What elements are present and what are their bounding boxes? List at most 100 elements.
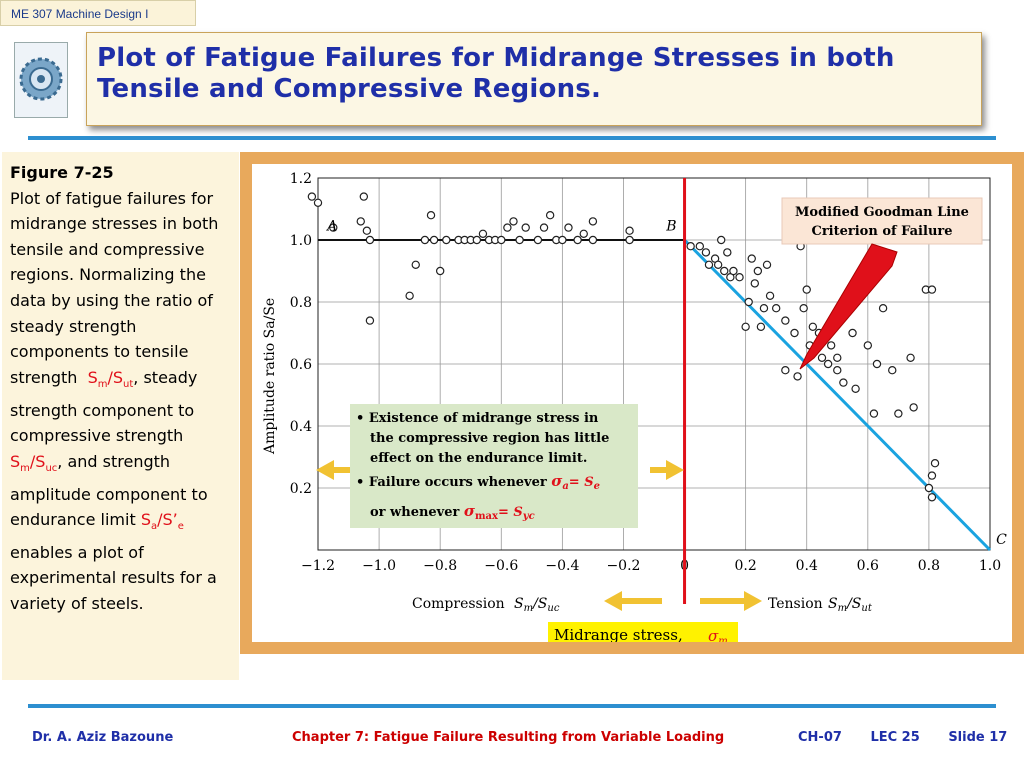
data-point (625, 235, 634, 245)
data-point (545, 211, 555, 220)
data-point (405, 291, 414, 300)
ticks-group: −1.2−1.0−0.8−0.6−0.4−0.200.20.40.60.81.0… (290, 171, 1001, 574)
midrange-label-box: Midrange stress, σm (548, 622, 738, 648)
data-point (356, 217, 365, 226)
x-tick-label: 1.0 (979, 558, 1001, 574)
data-point (713, 260, 723, 270)
y-tick-label: 0.4 (290, 419, 312, 435)
ratio-sa-se: Sa/S’e (140, 510, 184, 533)
data-point (429, 235, 439, 245)
data-point (704, 260, 714, 270)
note-bullet-1: • Existence of midrange stress in the co… (356, 411, 614, 466)
y-axis-label-text: Amplitude ratio Sa/Se (262, 298, 278, 455)
figure-canvas: −1.2−1.0−0.8−0.6−0.4−0.200.20.40.60.81.0… (252, 164, 1012, 648)
data-point (588, 217, 598, 226)
data-point (888, 365, 897, 375)
gear-logo-icon (14, 42, 68, 118)
data-point (359, 192, 369, 201)
x-tick-label: −0.8 (423, 558, 457, 574)
x-tick-label: −1.0 (362, 558, 396, 574)
y-tick-label: 0.6 (290, 357, 312, 373)
data-point (442, 235, 451, 245)
bottom-rule (28, 704, 996, 708)
data-point (533, 235, 543, 245)
data-point (362, 226, 372, 235)
data-point (497, 235, 506, 245)
x-tick-label: −0.6 (484, 558, 518, 574)
x-tick-label: 0.6 (857, 558, 879, 574)
data-point (826, 341, 836, 350)
data-point (411, 260, 420, 270)
midrange-label-text: Midrange stress, (554, 626, 683, 642)
data-point (781, 316, 790, 325)
data-point (802, 285, 811, 294)
data-point (863, 341, 873, 350)
midrange-arrows (316, 460, 762, 611)
data-point (817, 353, 827, 362)
caption-text-1: Plot of fatigue failures for midrange st… (10, 188, 219, 387)
footer-ch: CH-07 (798, 730, 842, 745)
data-point (503, 223, 512, 232)
ratio-sm-suc: Sm/Suc (10, 451, 58, 474)
data-point (762, 260, 772, 270)
data-point (509, 217, 518, 226)
footer-slide: Slide 17 (948, 730, 1008, 745)
data-point (579, 229, 588, 239)
data-point (729, 266, 738, 276)
y-tick-label: 0.2 (290, 481, 312, 497)
y-axis-label: Amplitude ratio Sa/Se (262, 298, 278, 455)
course-tag: ME 307 Machine Design I (0, 0, 196, 26)
axes-group (317, 177, 991, 551)
callout-arrow (799, 243, 898, 370)
title-line-2: Tensile and Compressive Regions. (97, 74, 602, 104)
data-point (781, 365, 790, 375)
plot-border (317, 177, 991, 551)
caption-text-3: , and strength amplitude component to en… (10, 451, 208, 530)
data-point (823, 359, 833, 369)
ratio-sm-sut: Sm/Sut (82, 367, 134, 390)
data-point (313, 198, 323, 208)
data-point (472, 235, 482, 245)
data-point (848, 328, 857, 338)
data-point (894, 409, 903, 418)
data-point (588, 235, 598, 245)
data-point (799, 303, 808, 313)
data-point (759, 303, 769, 313)
note-bullet-2: • Failure occurs whenever σa= Se (356, 472, 600, 492)
fatigue-chart: −1.2−1.0−0.8−0.6−0.4−0.200.20.40.60.81.0… (262, 171, 1007, 648)
data-point (723, 248, 732, 257)
data-point (833, 365, 842, 375)
data-point (869, 409, 879, 418)
data-point (808, 322, 818, 331)
point-label-b: B (665, 219, 676, 235)
caption-text-2: , steady strength component to compressi… (10, 367, 198, 446)
data-point (435, 266, 445, 276)
goodman-line (683, 238, 992, 552)
data-point (872, 359, 882, 369)
data-point (747, 254, 756, 263)
footer-chapter: Chapter 7: Fatigue Failure Resulting fro… (292, 730, 725, 745)
data-point (927, 493, 937, 502)
x-label-compression-ratio: Sm/Suc (514, 596, 560, 614)
data-point (735, 272, 744, 282)
data-point (756, 322, 766, 331)
title-band: Plot of Fatigue Failures for Midrange St… (86, 32, 982, 126)
footer-author: Dr. A. Aziz Bazoune (32, 730, 174, 745)
data-point (420, 235, 430, 245)
data-point (573, 235, 582, 245)
data-point (790, 328, 799, 338)
data-point (927, 285, 937, 294)
top-rule (28, 136, 996, 140)
x-tick-label: −0.2 (606, 558, 640, 574)
data-point (909, 403, 918, 412)
footer-lec: LEC 25 (870, 730, 920, 745)
data-point (793, 372, 802, 381)
data-point (717, 235, 726, 245)
data-point (771, 303, 781, 313)
x-label-compression: Compression (412, 596, 505, 612)
point-label-a: A (325, 219, 337, 235)
y-tick-label: 1.0 (290, 233, 312, 249)
data-point (521, 223, 530, 232)
data-point (329, 223, 338, 232)
x-tick-label: −1.2 (301, 558, 335, 574)
